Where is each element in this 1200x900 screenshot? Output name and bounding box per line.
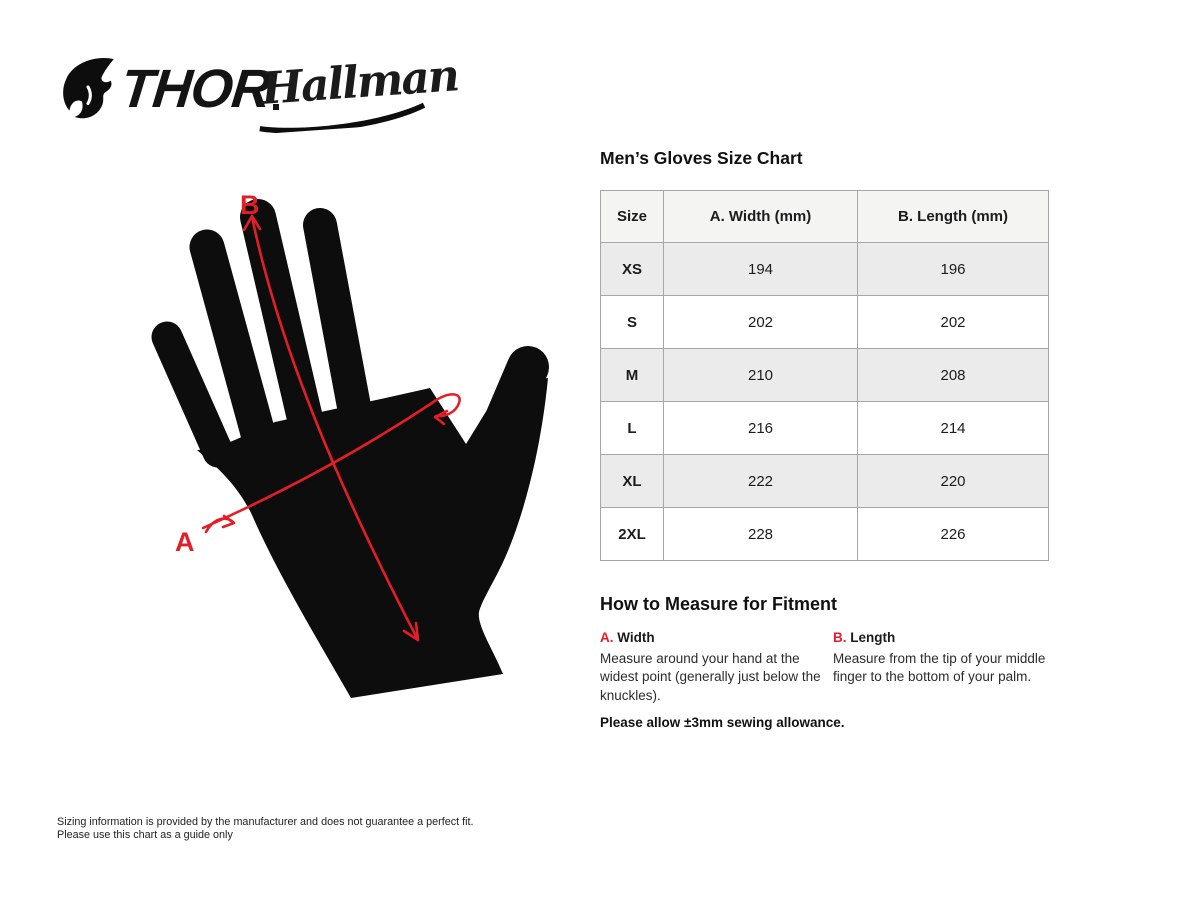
- column-header-length: B. Length (mm): [857, 190, 1049, 243]
- middle-finger: [240, 199, 328, 458]
- size-chart-table: Size A. Width (mm) B. Length (mm) XS 194…: [600, 190, 1049, 561]
- width-arrow-a-curl-head: [433, 409, 449, 426]
- sewing-allowance-note: Please allow ±3mm sewing allowance.: [600, 715, 845, 730]
- width-cell: 210: [663, 348, 858, 402]
- measure-item-length: B. Length Measure from the tip of your m…: [833, 630, 1065, 687]
- measure-name-width: Width: [617, 630, 655, 645]
- brand-logos: THOR: [57, 56, 279, 122]
- measure-label-length: B. Length: [833, 630, 1065, 645]
- size-cell: 2XL: [600, 507, 664, 561]
- diagram-label-a: A: [175, 527, 195, 557]
- sizing-disclaimer: Sizing information is provided by the ma…: [57, 816, 474, 841]
- length-cell: 196: [857, 242, 1049, 296]
- thor-bull-icon: [63, 57, 114, 119]
- length-cell: 220: [857, 454, 1049, 508]
- measure-text-length: Measure from the tip of your middle fing…: [833, 651, 1046, 685]
- measure-section-title: How to Measure for Fitment: [600, 594, 838, 614]
- table-row: S 202 202: [600, 295, 1049, 349]
- measure-item-width: A. Width Measure around your hand at the…: [600, 630, 832, 705]
- table-row: M 210 208: [600, 348, 1049, 402]
- size-cell: XL: [600, 454, 664, 508]
- width-cell: 228: [663, 507, 858, 561]
- measure-text-width: Measure around your hand at the widest p…: [600, 651, 821, 703]
- index-finger: [303, 208, 375, 445]
- pinky-finger: [151, 321, 234, 468]
- thor-logo-text: THOR: [117, 59, 274, 119]
- table-header-row: Size A. Width (mm) B. Length (mm): [600, 190, 1049, 243]
- diagram-label-b: B: [240, 190, 260, 220]
- length-arrow-b: [250, 215, 420, 642]
- width-cell: 216: [663, 401, 858, 455]
- measure-name-length: Length: [850, 630, 896, 645]
- ring-finger: [189, 229, 280, 466]
- thor-logo-dot: [272, 104, 279, 110]
- width-arrow-a-start-head: [221, 514, 236, 529]
- disclaimer-line-2: Please use this chart as a guide only: [57, 828, 233, 841]
- table-row: L 216 214: [600, 401, 1049, 455]
- width-cell: 222: [663, 454, 858, 508]
- table-row: 2XL 228 226: [600, 507, 1049, 561]
- disclaimer-line-1: Sizing information is provided by the ma…: [57, 816, 474, 828]
- width-arrow-a: [201, 401, 434, 530]
- table-row: XS 194 196: [600, 242, 1049, 296]
- thumb: [475, 346, 549, 463]
- thor-logo: THOR: [57, 56, 279, 122]
- length-cell: 226: [857, 507, 1049, 561]
- width-cell: 202: [663, 295, 858, 349]
- size-chart-title: Men’s Gloves Size Chart: [600, 148, 803, 168]
- width-cell: 194: [663, 242, 858, 296]
- size-cell: XS: [600, 242, 664, 296]
- length-cell: 202: [857, 295, 1049, 349]
- table-row: XL 222 220: [600, 454, 1049, 508]
- measure-label-width: A. Width: [600, 630, 832, 645]
- hallman-swash: [259, 102, 426, 134]
- hand-palm-silhouette: [197, 378, 548, 698]
- hallman-logo: Hallman: [259, 50, 459, 134]
- length-cell: 214: [857, 401, 1049, 455]
- size-cell: S: [600, 295, 664, 349]
- length-cell: 208: [857, 348, 1049, 402]
- length-arrow-b-head-top: [242, 214, 262, 232]
- measure-key-b: B.: [833, 630, 847, 645]
- measure-key-a: A.: [600, 630, 614, 645]
- length-arrow-b-head-bottom: [402, 621, 420, 642]
- column-header-size: Size: [600, 190, 664, 243]
- size-cell: M: [600, 348, 664, 402]
- size-cell: L: [600, 401, 664, 455]
- width-arrow-a-curl: [430, 393, 461, 418]
- hand-measurement-diagram: A B: [151, 190, 549, 698]
- column-header-width: A. Width (mm): [663, 190, 858, 243]
